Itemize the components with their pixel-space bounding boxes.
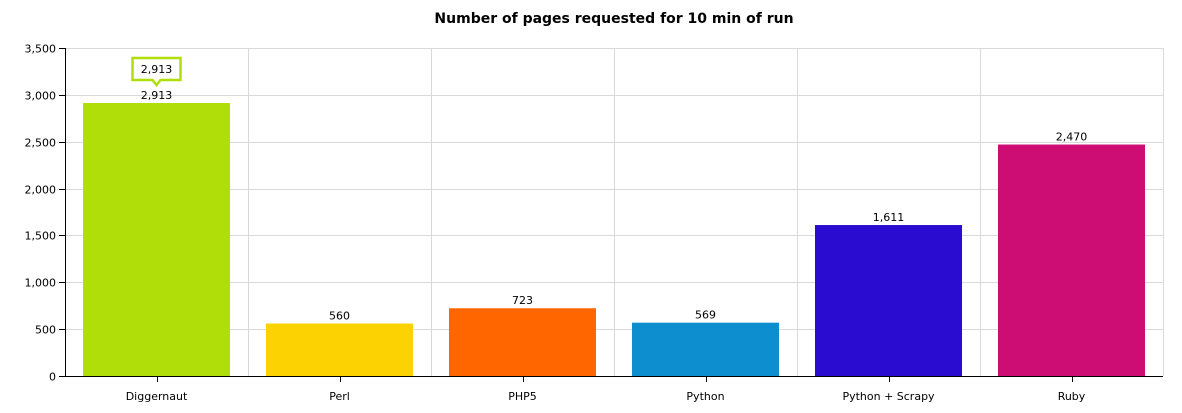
grid [65,48,1164,376]
y-tick-label: 1,500 [25,230,57,243]
bar-python-scrapy [815,225,962,376]
data-label: 560 [329,310,350,323]
x-tick-label: PHP5 [508,390,537,403]
x-tick-label: Perl [329,390,350,403]
chart-title: Number of pages requested for 10 min of … [434,11,793,27]
tooltip-text: 2,913 [141,63,173,76]
y-tick-label: 0 [49,371,56,384]
tooltip: 2,913 [131,56,182,88]
bar-python [632,322,779,376]
x-tick-label: Python + Scrapy [842,390,935,403]
axes [59,48,1163,382]
bars [83,103,1145,376]
y-tick-label: 1,000 [25,277,57,290]
x-tick-label: Ruby [1058,390,1086,403]
data-label: 723 [512,294,533,307]
data-label: 1,611 [873,211,905,224]
data-label: 569 [695,309,716,322]
y-tick-label: 3,500 [25,43,57,56]
labels: 0 500 1,000 1,500 2,000 2,500 3,000 3,500 2,913 D… [25,43,1088,404]
data-label: 2,913 [141,89,173,102]
bar-diggernaut [83,103,230,376]
y-tick-label: 2,500 [25,137,57,150]
bar-php5 [449,308,596,376]
x-tick-label: Diggernaut [126,390,188,403]
bar-ruby [998,144,1145,376]
bar-perl [266,323,413,376]
tooltip-box [131,56,182,88]
data-label: 2,470 [1056,131,1088,144]
x-tick-label: Python [686,390,724,403]
y-tick-label: 2,000 [25,184,57,197]
y-tick-label: 3,000 [25,90,57,103]
y-tick-label: 500 [35,324,56,337]
